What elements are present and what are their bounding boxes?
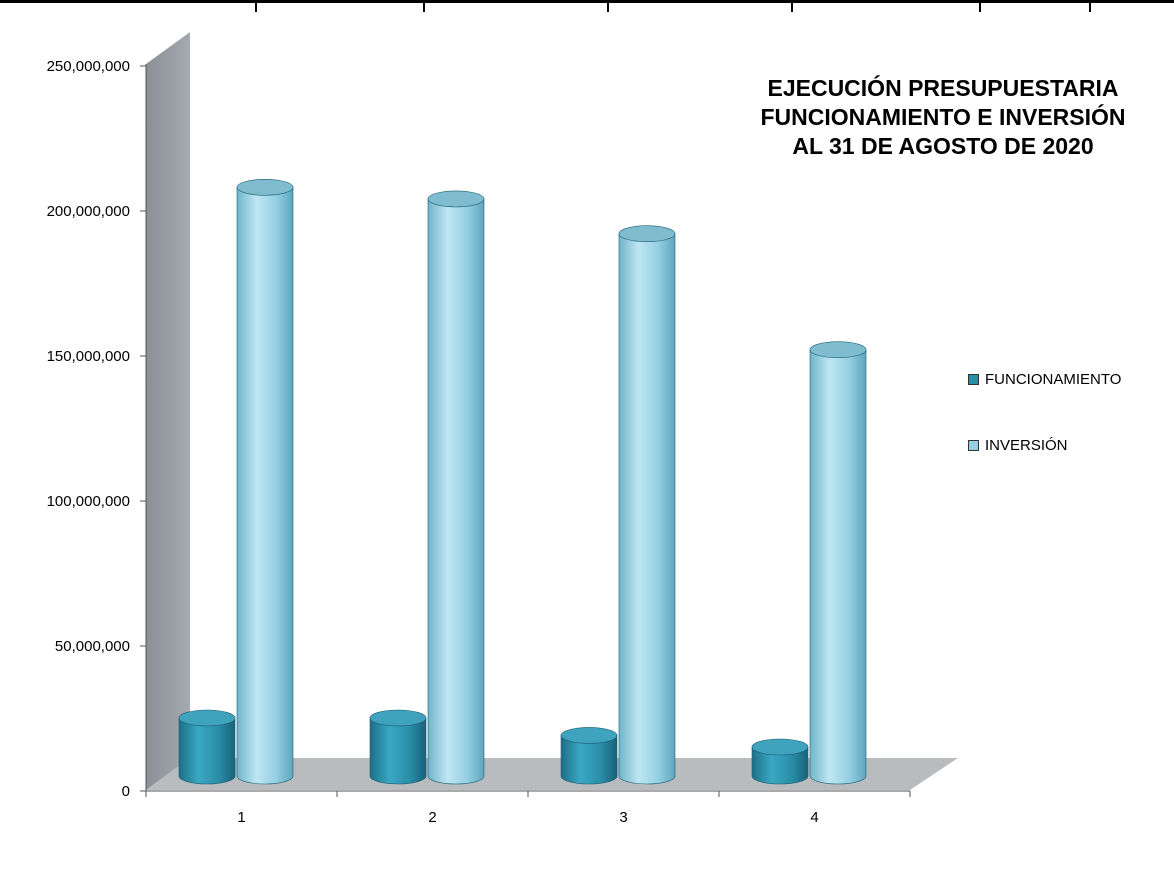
legend-label-funcionamiento: FUNCIONAMIENTO	[985, 370, 1122, 388]
bar-inversion	[427, 190, 485, 785]
legend-item-funcionamiento: FUNCIONAMIENTO	[968, 370, 1121, 388]
chart-title-line-1: EJECUCIÓN PRESUPUESTARIA	[767, 75, 1119, 101]
bar-funcionamiento	[751, 738, 809, 785]
y-tick-label: 50,000,000	[55, 638, 130, 655]
y-tick-label: 200,000,000	[47, 203, 130, 220]
bar-inversion	[236, 179, 294, 785]
y-tick-label: 150,000,000	[47, 348, 130, 365]
legend-swatch-inversion	[968, 439, 979, 451]
bar-funcionamiento	[560, 727, 618, 785]
x-tick-label: 3	[619, 809, 627, 826]
bar-inversion	[618, 225, 676, 785]
y-tick-label: 0	[122, 783, 130, 800]
x-tick-label: 2	[428, 809, 436, 826]
chart-legend: FUNCIONAMIENTO INVERSIÓN	[968, 370, 1121, 502]
y-tick-label: 250,000,000	[47, 58, 130, 75]
legend-item-inversion: INVERSIÓN	[968, 436, 1121, 454]
bar-funcionamiento	[178, 709, 236, 785]
chart-title-line-3: AL 31 DE AGOSTO DE 2020	[792, 133, 1094, 159]
bar-inversion	[809, 341, 867, 785]
bar-funcionamiento	[369, 709, 427, 785]
legend-label-inversion: INVERSIÓN	[985, 436, 1068, 454]
top-table-border-strip	[0, 0, 1174, 12]
chart-title-line-2: FUNCIONAMIENTO E INVERSIÓN	[760, 104, 1126, 130]
chart-title: EJECUCIÓN PRESUPUESTARIA FUNCIONAMIENTO …	[720, 74, 1166, 161]
x-tick-label: 1	[237, 809, 245, 826]
x-tick-label: 4	[810, 809, 818, 826]
back-wall	[146, 32, 190, 790]
y-tick-label: 100,000,000	[47, 493, 130, 510]
legend-swatch-funcionamiento	[968, 373, 979, 385]
